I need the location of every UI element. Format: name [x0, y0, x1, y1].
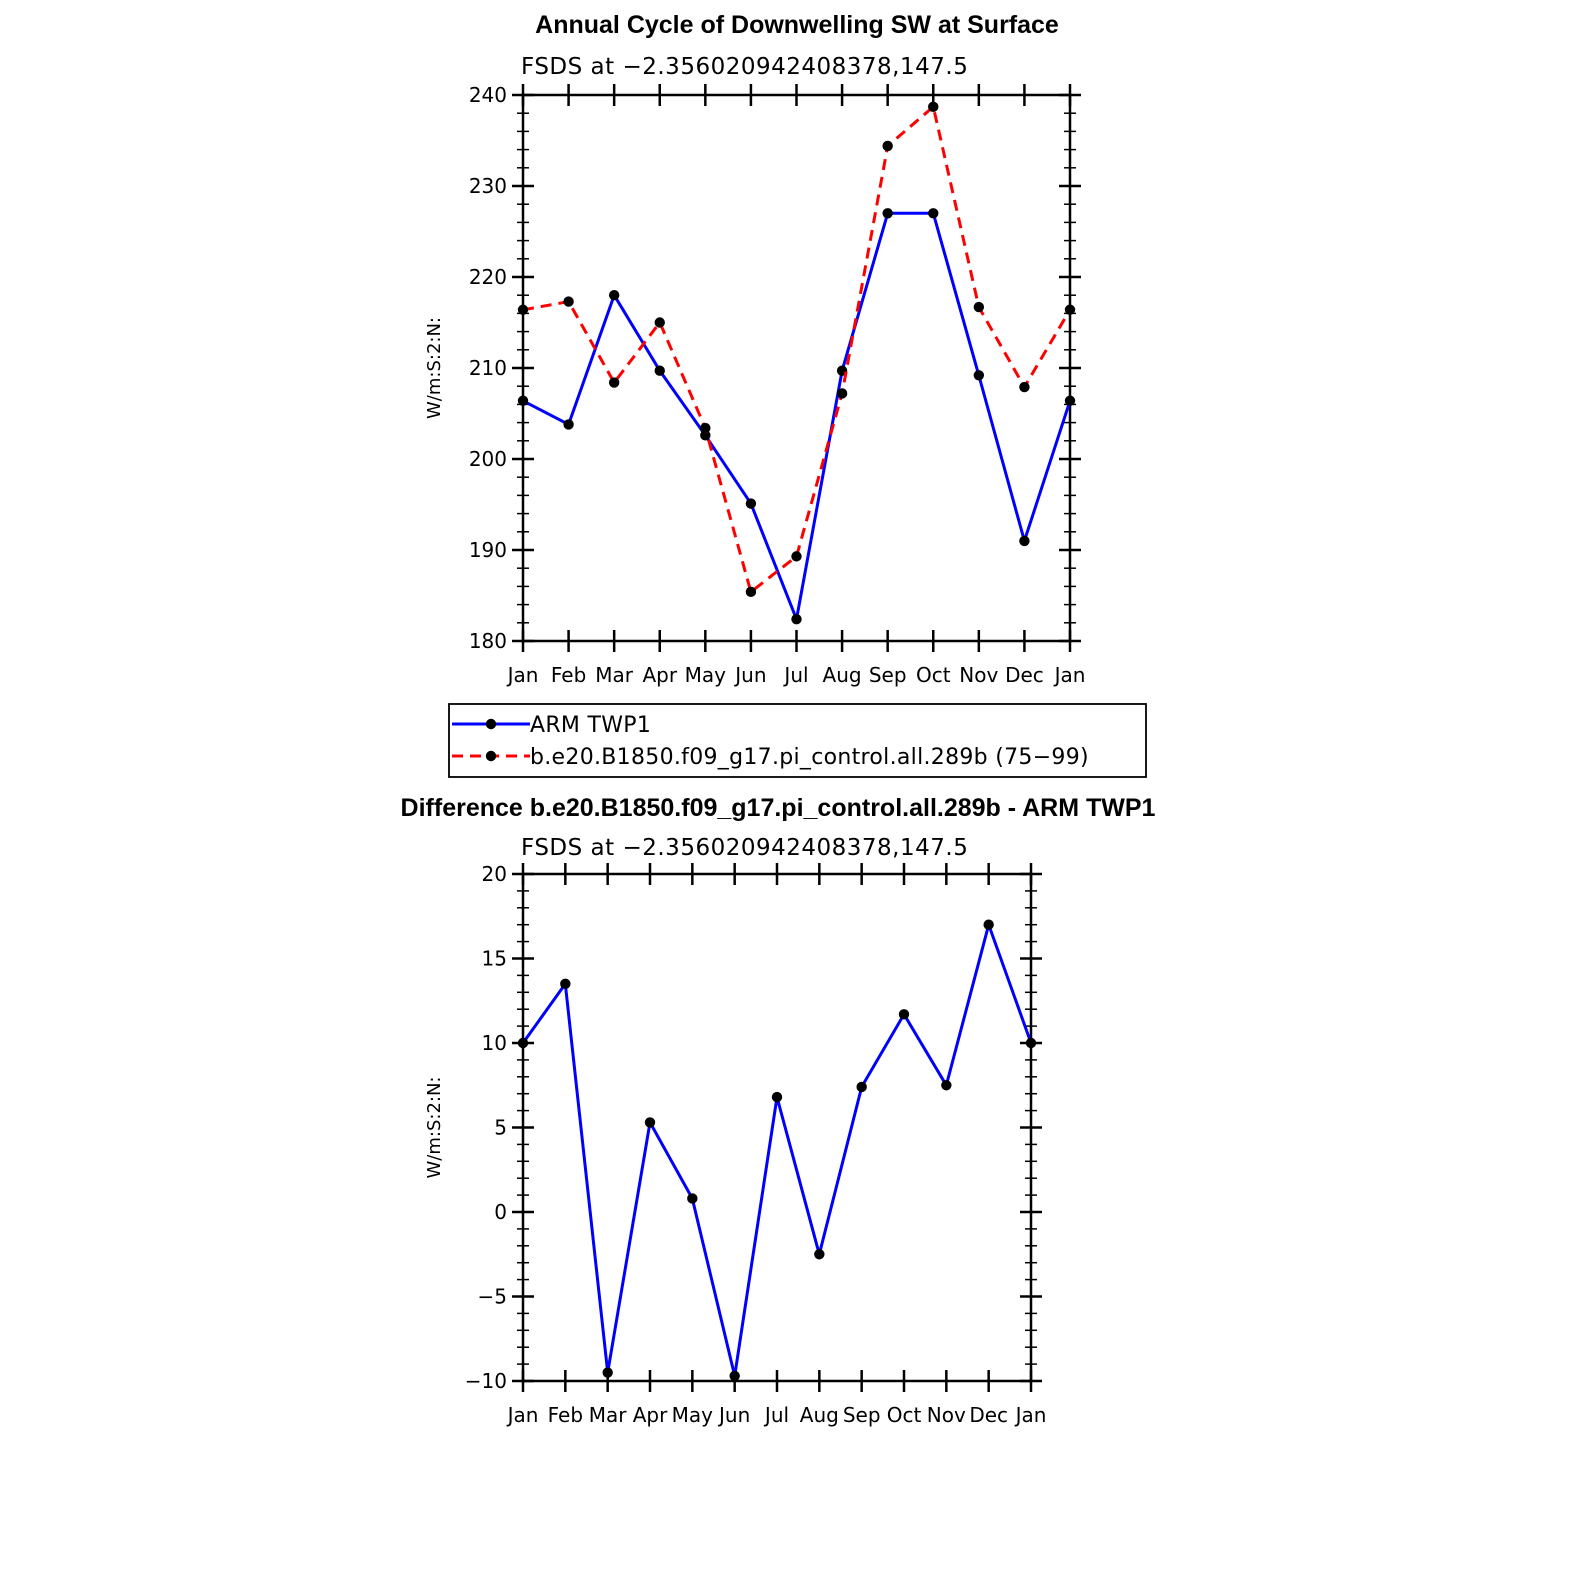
x-tick-label: Feb [548, 1403, 583, 1427]
x-tick-label: Mar [595, 663, 634, 687]
data-point [928, 101, 939, 113]
x-tick-label: Nov [927, 1403, 966, 1427]
legend-label-1: b.e20.B1850.f09_g17.pi_control.all.289b … [530, 745, 1089, 770]
series-line-1 [522, 105, 1072, 594]
x-tick-label: Oct [887, 1403, 922, 1427]
data-point [983, 919, 994, 930]
data-point [644, 1117, 656, 1128]
data-point [745, 586, 757, 598]
y-tick-label: 200 [469, 447, 507, 471]
x-tick-label: Sep [843, 1403, 881, 1427]
y-tick-label: 15 [482, 947, 507, 971]
y-tick-label: 10 [482, 1031, 507, 1055]
legend: ARM TWP1 b.e20.B1850.f09_g17.pi_control.a… [448, 703, 1147, 778]
data-point [973, 301, 985, 313]
data-point [791, 613, 802, 625]
data-point [602, 1367, 613, 1378]
x-tick-label: Jan [506, 663, 539, 687]
legend-swatch-marker-1 [485, 750, 497, 762]
x-tick-label: Aug [800, 1403, 839, 1427]
data-point [1064, 395, 1076, 406]
data-point [814, 1249, 825, 1260]
y-tick-label: 190 [469, 538, 507, 562]
data-point [771, 1091, 783, 1103]
data-point [928, 208, 939, 219]
data-point [882, 140, 893, 152]
annual-cycle-chart: Annual Cycle of Downwelling SW at Surfac… [424, 11, 1085, 687]
data-point [608, 377, 620, 388]
x-tick-label: Dec [969, 1403, 1008, 1427]
data-point [836, 388, 848, 399]
x-tick-label: Apr [642, 663, 677, 687]
data-point [1025, 1037, 1037, 1049]
x-tick-label: Oct [916, 663, 951, 687]
x-tick-label: Apr [633, 1403, 668, 1427]
data-point [517, 304, 529, 315]
legend-box [448, 703, 1147, 778]
data-point [654, 365, 665, 376]
chart-title: Annual Cycle of Downwelling SW at Surfac… [535, 11, 1059, 39]
data-point [687, 1193, 698, 1204]
data-point [1064, 304, 1076, 315]
y-tick-label: 210 [469, 356, 507, 380]
data-point [898, 1009, 910, 1020]
data-point [1019, 381, 1030, 393]
data-point [563, 296, 574, 307]
x-tick-label: Aug [823, 663, 862, 687]
chart-title: Difference b.e20.B1850.f09_g17.pi_contro… [401, 794, 1156, 822]
y-tick-label: 230 [469, 174, 507, 198]
x-tick-label: Jul [763, 1403, 789, 1427]
data-point [1019, 535, 1030, 547]
x-tick-label: Nov [959, 663, 998, 687]
data-point [973, 370, 985, 381]
x-tick-label: Feb [551, 663, 586, 687]
data-point [563, 419, 574, 430]
x-tick-label: Jul [782, 663, 808, 687]
y-axis-label: W/m:S:2:N: [424, 1077, 445, 1179]
data-point [700, 422, 711, 434]
x-tick-label: May [672, 1403, 714, 1427]
difference-chart: Difference b.e20.B1850.f09_g17.pi_contro… [401, 794, 1156, 1427]
chart-subtitle: FSDS at −2.356020942408378,147.5 [521, 54, 968, 80]
x-tick-label: Sep [869, 663, 907, 687]
data-point [654, 317, 665, 328]
series-line-0 [521, 923, 1033, 1378]
x-tick-label: Jan [1014, 1403, 1047, 1427]
legend-swatch-marker-0 [485, 718, 497, 730]
data-point [745, 498, 757, 509]
chart-subtitle: FSDS at −2.356020942408378,147.5 [521, 835, 968, 861]
data-point [856, 1081, 867, 1093]
data-point [560, 978, 571, 990]
x-tick-label: Dec [1005, 663, 1044, 687]
x-tick-label: Jan [506, 1403, 539, 1427]
y-tick-label: −5 [478, 1285, 507, 1309]
y-tick-label: −10 [465, 1369, 507, 1393]
y-tick-label: 240 [469, 83, 507, 107]
data-point [517, 395, 529, 406]
data-point [608, 290, 620, 301]
y-tick-label: 0 [494, 1200, 507, 1224]
y-tick-label: 5 [494, 1116, 507, 1140]
x-tick-label: May [685, 663, 727, 687]
data-point [882, 208, 893, 219]
data-point [791, 551, 802, 562]
legend-label-0: ARM TWP1 [530, 713, 651, 738]
data-point [729, 1370, 740, 1382]
y-axis-label: W/m:S:2:N: [424, 317, 445, 419]
data-point [941, 1080, 952, 1091]
x-tick-label: Jun [717, 1403, 750, 1427]
x-tick-label: Jun [733, 663, 766, 687]
y-tick-label: 180 [469, 629, 507, 653]
y-tick-label: 20 [482, 862, 507, 886]
data-point [517, 1037, 529, 1049]
x-tick-label: Jan [1053, 663, 1086, 687]
y-tick-label: 220 [469, 265, 507, 289]
x-tick-label: Mar [589, 1403, 628, 1427]
